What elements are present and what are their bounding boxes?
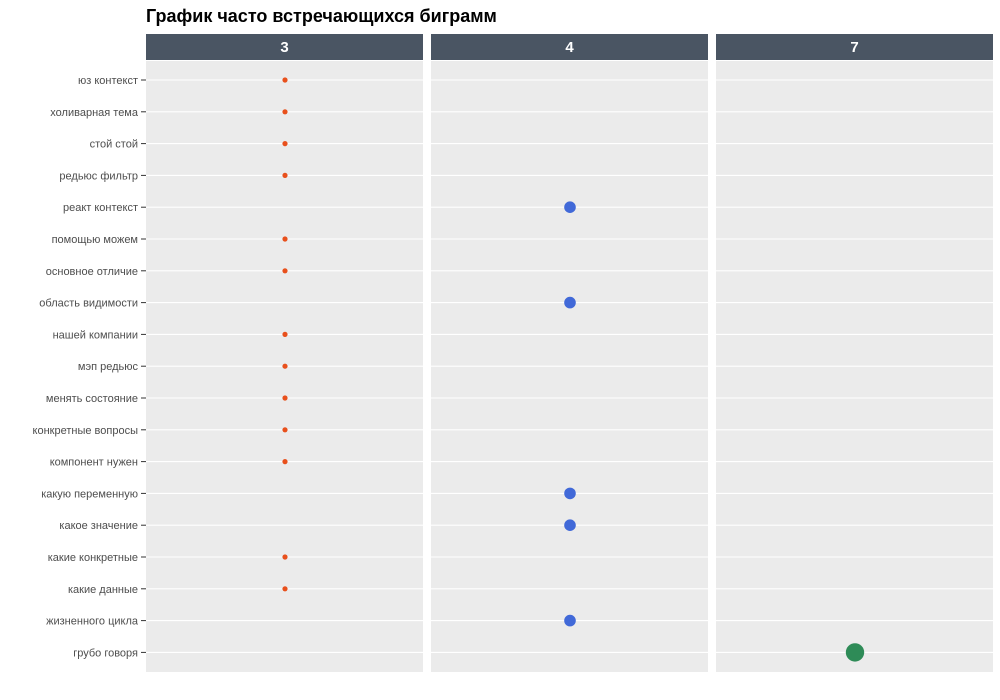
- data-point: [282, 109, 288, 115]
- y-tick-label: какие данные: [68, 584, 138, 596]
- facet-strip-4: [431, 34, 708, 60]
- y-axis-ticks: юз контекст холиварная тема стой стой редью…: [33, 75, 146, 659]
- y-tick-label: грубо говоря: [73, 647, 138, 659]
- data-point: [564, 519, 576, 531]
- data-point: [564, 487, 576, 500]
- y-tick-label: область видимости: [39, 298, 138, 310]
- facet-strip-label: 7: [850, 39, 858, 56]
- y-tick-label: менять состояние: [46, 393, 138, 405]
- facet-strip-label: 4: [565, 39, 574, 56]
- y-tick-label: помощью можем: [52, 234, 138, 246]
- data-point: [282, 77, 288, 83]
- data-point: [282, 236, 288, 242]
- data-points: [282, 77, 865, 662]
- y-tick-label: конкретные вопросы: [33, 425, 139, 437]
- data-point: [282, 268, 288, 274]
- y-tick-label: нашей компании: [53, 329, 138, 341]
- data-point: [282, 141, 288, 147]
- y-tick-label: юз контекст: [78, 75, 138, 87]
- data-point: [282, 459, 288, 465]
- facet-panels: 3 4 7: [146, 34, 993, 672]
- facet-strip-label: 3: [280, 39, 288, 56]
- y-tick-label: какое значение: [59, 520, 138, 532]
- y-tick-label: какие конкретные: [48, 552, 138, 564]
- data-point: [282, 331, 288, 337]
- y-tick-label: компонент нужен: [50, 457, 138, 469]
- y-tick-label: редьюс фильтр: [59, 170, 138, 182]
- y-tick-label: холиварная тема: [50, 107, 139, 119]
- data-point: [282, 172, 288, 178]
- data-point: [282, 395, 288, 401]
- y-tick-label: жизненного цикла: [46, 616, 139, 628]
- data-point: [282, 363, 288, 369]
- data-point: [282, 427, 288, 433]
- y-tick-label: реакт контекст: [63, 202, 138, 214]
- facet-strip-7: [716, 34, 993, 60]
- data-point: [845, 643, 865, 662]
- data-point: [282, 586, 288, 592]
- y-tick-label: какую переменную: [41, 488, 138, 500]
- data-point: [564, 296, 576, 309]
- data-point: [282, 554, 288, 560]
- y-tick-label: основное отличие: [46, 266, 138, 278]
- y-tick-label: стой стой: [90, 139, 138, 151]
- data-point: [564, 201, 576, 213]
- chart-title: График часто встречающихся биграмм: [146, 6, 497, 26]
- facet-strip-3: [146, 34, 423, 60]
- data-point: [564, 614, 576, 627]
- y-tick-label: мэп редьюс: [78, 361, 139, 373]
